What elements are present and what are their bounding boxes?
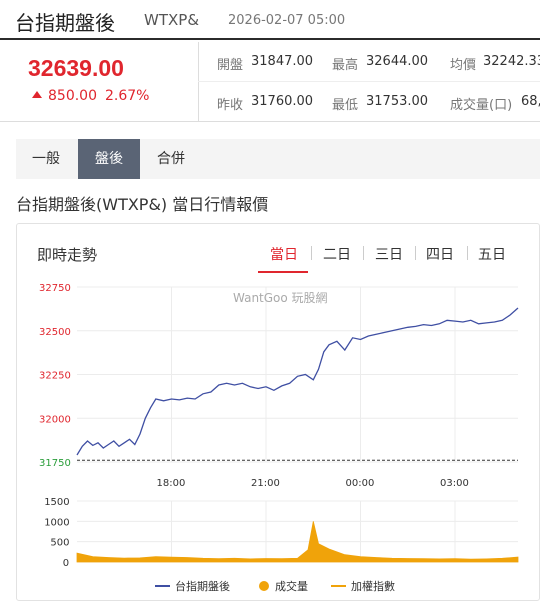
range-tab-today[interactable]: 當日	[270, 247, 298, 263]
time-tick-label: 18:00	[157, 478, 186, 489]
price-tick-label: 32750	[39, 283, 71, 294]
time-tick-label: 00:00	[346, 478, 375, 489]
legend-dot-icon	[259, 581, 269, 591]
volume-label: 成交量(口)	[450, 98, 513, 113]
divider	[363, 246, 364, 260]
time-tick-label: 21:00	[251, 478, 280, 489]
quote-panel: 32639.00 850.00 2.67% 開盤 31847.00 最高 3264…	[0, 42, 540, 122]
instrument-code: WTXP&	[144, 11, 200, 29]
open-value: 31847.00	[251, 54, 314, 69]
price-tick-label: 32500	[39, 327, 71, 338]
header: 台指期盤後 WTXP& 2026-02-07 05:00	[0, 0, 540, 40]
volume-tick-label: 0	[63, 558, 69, 569]
range-tab-3d[interactable]: 三日	[375, 247, 403, 263]
volume-series	[76, 521, 519, 563]
tab-combined[interactable]: 合併	[157, 151, 185, 167]
section-title: 台指期盤後(WTXP&) 當日行情報價	[16, 195, 269, 214]
legend-volume: 成交量	[275, 579, 308, 593]
active-tab-underline	[258, 271, 308, 273]
range-tab-2d[interactable]: 二日	[323, 247, 351, 263]
time-tick-label: 03:00	[440, 478, 469, 489]
divider	[198, 42, 199, 122]
price-tick-label: 32000	[39, 414, 71, 425]
chart-card: WantGoo 玩股網 31750 32000 32250 32500 32750 0 5…	[16, 223, 540, 601]
high-value: 32644.00	[366, 54, 429, 69]
quote-row-1: 開盤 31847.00 最高 32644.00 均價 32242.33	[198, 42, 540, 82]
divider	[467, 246, 468, 260]
low-value: 31753.00	[366, 94, 429, 109]
range-tab-4d[interactable]: 四日	[426, 247, 454, 263]
prev-close-label: 昨收	[217, 98, 244, 113]
change-value: 850.00	[48, 88, 97, 104]
intraday-chart: WantGoo 玩股網 31750 32000 32250 32500 32750 0 5…	[39, 283, 519, 593]
volume-tick-label: 1500	[44, 497, 69, 508]
tab-after-hours[interactable]: 盤後	[78, 139, 140, 179]
open-label: 開盤	[217, 58, 244, 73]
legend: 台指期盤後 成交量 加權指數	[155, 579, 395, 593]
last-price: 32639.00	[28, 55, 124, 81]
chart-title: 即時走勢	[37, 246, 98, 264]
prev-close-value: 31760.00	[251, 94, 314, 109]
divider	[415, 246, 416, 260]
change-percent: 2.67%	[105, 88, 150, 104]
range-tab-5d[interactable]: 五日	[478, 247, 506, 263]
tab-general[interactable]: 一般	[32, 151, 60, 167]
avg-label: 均價	[450, 58, 477, 73]
price-tick-label: 31750	[39, 458, 71, 469]
instrument-name: 台指期盤後	[15, 11, 115, 35]
volume-tick-label: 500	[50, 538, 69, 549]
session-tabs: 一般 盤後 合併	[16, 139, 540, 179]
price-series-line	[76, 307, 519, 456]
legend-price: 台指期盤後	[175, 579, 230, 593]
divider	[311, 246, 312, 260]
watermark: WantGoo 玩股網	[233, 291, 328, 305]
volume-tick-label: 1000	[44, 517, 69, 528]
quote-time: 2026-02-07 05:00	[228, 13, 346, 28]
high-label: 最高	[332, 58, 359, 73]
low-label: 最低	[332, 98, 359, 113]
avg-value: 32242.33	[483, 54, 540, 69]
quote-row-2: 昨收 31760.00 最低 31753.00 成交量(口) 68,	[198, 82, 540, 122]
volume-value: 68,	[521, 94, 540, 109]
up-triangle-icon	[32, 91, 42, 98]
price-tick-label: 32250	[39, 371, 71, 382]
price-change: 850.00 2.67%	[32, 88, 149, 104]
legend-index: 加權指數	[351, 579, 395, 593]
